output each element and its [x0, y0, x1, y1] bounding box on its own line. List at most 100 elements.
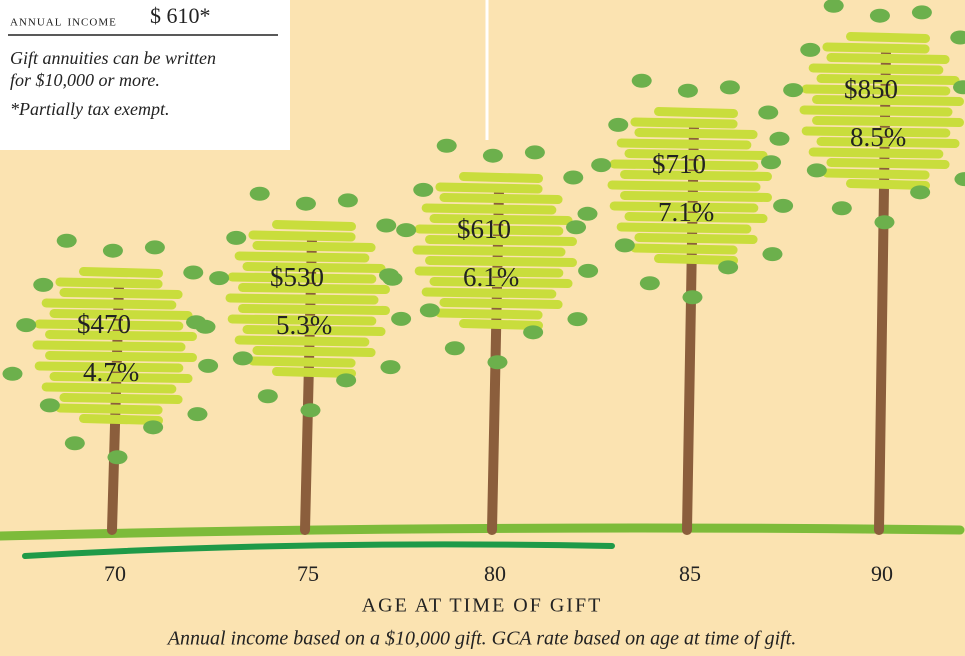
leaf-stroke: [440, 187, 538, 189]
income: $470: [77, 309, 131, 339]
leaf-stroke: [464, 177, 539, 179]
leaf-stroke: [426, 292, 552, 294]
leaf-dot: [396, 223, 416, 237]
leaf-dot: [445, 341, 465, 355]
leaf-dot: [870, 9, 890, 23]
leaf-dot: [632, 74, 652, 88]
leaf-stroke: [813, 152, 939, 154]
leaf-dot: [300, 403, 320, 417]
income: $530: [270, 262, 324, 292]
leaf-dot: [678, 84, 698, 98]
leaf-stroke: [60, 282, 158, 284]
leaf-dot: [718, 260, 738, 274]
income: $710: [652, 149, 706, 179]
leaf-stroke: [639, 133, 753, 135]
leaf-stroke: [851, 37, 926, 39]
leaf-dot: [483, 149, 503, 163]
leaf-dot: [250, 187, 270, 201]
leaf-stroke: [84, 272, 159, 274]
leaf-stroke: [444, 198, 558, 200]
leaf-dot: [769, 132, 789, 146]
page: {"header": {"label": "annual income", "a…: [0, 0, 965, 656]
axis-title: AGE AT TIME OF GIFT: [362, 595, 603, 617]
leaf-dot: [382, 272, 402, 286]
leaf-dot: [578, 264, 598, 278]
leaf-dot: [773, 199, 793, 213]
leaf-dot: [783, 83, 803, 97]
leaf-stroke: [253, 235, 351, 237]
leaf-dot: [720, 80, 740, 94]
rate: 6.1%: [463, 262, 519, 292]
leaf-stroke: [813, 68, 939, 70]
leaf-dot: [912, 5, 932, 19]
age: 85: [679, 561, 701, 586]
leaf-stroke: [64, 293, 178, 295]
leaf-dot: [608, 118, 628, 132]
age: 90: [871, 561, 893, 586]
footnote: Annual income based on a $10,000 gift. G…: [166, 628, 796, 650]
leaf-dot: [103, 244, 123, 258]
leaf-stroke: [239, 256, 365, 258]
leaf-dot: [198, 359, 218, 373]
leaf-stroke: [239, 340, 365, 342]
income: $850: [844, 74, 898, 104]
leaf-stroke: [831, 58, 945, 60]
age: 70: [104, 561, 126, 586]
leaf-stroke: [277, 372, 352, 374]
note: *Partially tax exempt.: [10, 99, 169, 119]
leaf-dot: [874, 215, 894, 229]
leaf-stroke: [635, 248, 733, 250]
leaf-stroke: [621, 227, 747, 229]
income-label: annual income: [10, 13, 117, 30]
leaf-stroke: [444, 303, 558, 305]
leaf-dot: [640, 276, 660, 290]
leaf-dot: [758, 105, 778, 119]
leaf-dot: [16, 318, 36, 332]
leaf-dot: [807, 163, 827, 177]
leaf-dot: [591, 158, 611, 172]
leaf-stroke: [60, 408, 158, 410]
infographic: annual income $ 610* Gift annuities can …: [0, 0, 965, 656]
leaf-dot: [577, 207, 597, 221]
note: for $10,000 or more.: [10, 70, 160, 90]
leaf-dot: [145, 240, 165, 254]
leaf-dot: [682, 290, 702, 304]
leaf-stroke: [230, 298, 374, 300]
leaf-stroke: [64, 398, 178, 400]
leaf-stroke: [659, 112, 734, 114]
rate: 4.7%: [83, 357, 139, 387]
leaf-dot: [525, 145, 545, 159]
leaf-stroke: [639, 238, 753, 240]
leaf-stroke: [426, 208, 552, 210]
leaf-stroke: [253, 361, 351, 363]
leaf-stroke: [417, 250, 561, 252]
leaf-dot: [2, 367, 22, 381]
leaf-stroke: [612, 185, 756, 187]
leaf-dot: [226, 231, 246, 245]
leaf-dot: [762, 247, 782, 261]
leaf-dot: [195, 320, 215, 334]
note: Gift annuities can be written: [10, 48, 216, 68]
age: 80: [484, 561, 506, 586]
age: 75: [297, 561, 319, 586]
rate: 7.1%: [658, 197, 714, 227]
leaf-dot: [65, 436, 85, 450]
leaf-stroke: [464, 324, 539, 326]
leaf-stroke: [851, 184, 926, 186]
leaf-dot: [296, 197, 316, 211]
leaf-dot: [420, 303, 440, 317]
leaf-dot: [143, 420, 163, 434]
leaf-dot: [33, 278, 53, 292]
leaf-stroke: [46, 303, 172, 305]
leaf-dot: [437, 139, 457, 153]
leaf-stroke: [659, 259, 734, 261]
leaf-dot: [761, 155, 781, 169]
leaf-dot: [258, 389, 278, 403]
leaf-dot: [567, 312, 587, 326]
leaf-dot: [107, 450, 127, 464]
leaf-stroke: [635, 122, 733, 124]
leaf-stroke: [827, 47, 925, 49]
leaf-dot: [800, 43, 820, 57]
leaf-dot: [563, 170, 583, 184]
leaf-stroke: [831, 163, 945, 165]
